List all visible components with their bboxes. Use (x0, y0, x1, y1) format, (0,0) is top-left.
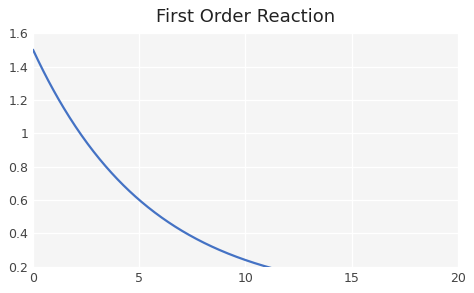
Title: First Order Reaction: First Order Reaction (156, 8, 335, 26)
